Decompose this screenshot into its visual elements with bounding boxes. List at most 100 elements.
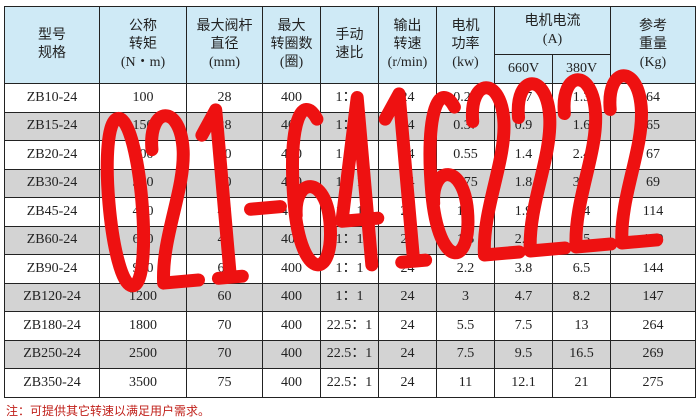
cell-current-380v: 21 bbox=[552, 368, 611, 398]
cell-torque: 3500 bbox=[99, 368, 187, 398]
cell-speed: 24 bbox=[378, 311, 437, 341]
footnote: 注：可提供其它转速以满足用户需求。 bbox=[6, 404, 211, 418]
cell-current-380v: 16.5 bbox=[552, 339, 611, 369]
cell-model: ZB10-24 bbox=[4, 83, 100, 113]
cell-torque: 100 bbox=[99, 83, 187, 113]
cell-speed: 24 bbox=[378, 282, 437, 312]
cell-turns: 400 bbox=[262, 225, 321, 255]
cell-stem-diameter: 40 bbox=[186, 140, 263, 170]
cell-weight: 120 bbox=[610, 225, 696, 255]
cell-weight: 147 bbox=[610, 282, 696, 312]
table-row: ZB250-24 2500 70 400 22.5：1 24 7.5 9.5 16.5 269 bbox=[4, 339, 696, 369]
cell-ratio: 1：1 bbox=[320, 197, 379, 227]
table-row: ZB90-24 900 60 400 1：1 24 2.2 3.8 6.5 144 bbox=[4, 254, 696, 284]
cell-model: ZB180-24 bbox=[4, 311, 100, 341]
cell-model: ZB90-24 bbox=[4, 254, 100, 284]
cell-ratio: 22.5：1 bbox=[320, 311, 379, 341]
cell-power: 0.55 bbox=[436, 140, 495, 170]
table-row: ZB45-24 450 48 400 1：1 24 1.1 1.9 3.4 114 bbox=[4, 197, 696, 227]
table-row: ZB10-24 100 28 400 1：1 24 0.25 0.7 1.3 64 bbox=[4, 83, 696, 113]
cell-stem-diameter: 48 bbox=[186, 225, 263, 255]
cell-speed: 24 bbox=[378, 83, 437, 113]
cell-torque: 1800 bbox=[99, 311, 187, 341]
cell-power: 2.2 bbox=[436, 254, 495, 284]
cell-current-380v: 4.5 bbox=[552, 225, 611, 255]
cell-ratio: 1：1 bbox=[320, 168, 379, 198]
header-speed: 输出 转速 (r/min) bbox=[378, 6, 437, 84]
cell-current-660v: 1.9 bbox=[494, 197, 553, 227]
table-row: ZB180-24 1800 70 400 22.5：1 24 5.5 7.5 13 264 bbox=[4, 311, 696, 341]
cell-torque: 450 bbox=[99, 197, 187, 227]
table-row: ZB15-24 150 28 400 1：1 24 0.37 0.9 1.6 65 bbox=[4, 111, 696, 141]
cell-turns: 400 bbox=[262, 83, 321, 113]
table-row: ZB120-24 1200 60 400 1：1 24 3 4.7 8.2 147 bbox=[4, 282, 696, 312]
table-row: ZB350-24 3500 75 400 22.5：1 24 11 12.1 21 275 bbox=[4, 368, 696, 398]
cell-current-380v: 3.4 bbox=[552, 197, 611, 227]
cell-stem-diameter: 28 bbox=[186, 111, 263, 141]
cell-weight: 64 bbox=[610, 83, 696, 113]
cell-stem-diameter: 48 bbox=[186, 197, 263, 227]
cell-torque: 2500 bbox=[99, 339, 187, 369]
cell-speed: 24 bbox=[378, 368, 437, 398]
cell-power: 3 bbox=[436, 282, 495, 312]
cell-model: ZB45-24 bbox=[4, 197, 100, 227]
cell-speed: 24 bbox=[378, 225, 437, 255]
header-current: 电机电流 (A) bbox=[494, 6, 611, 55]
cell-current-660v: 9.5 bbox=[494, 339, 553, 369]
cell-ratio: 1：1 bbox=[320, 83, 379, 113]
cell-stem-diameter: 75 bbox=[186, 368, 263, 398]
cell-ratio: 1：1 bbox=[320, 254, 379, 284]
table-row: ZB30-24 300 40 400 1：1 24 0.75 1.8 3.0 69 bbox=[4, 168, 696, 198]
spec-table: 型号 规格 公称 转矩 (N・m) 最大阀杆 直径 (mm) 最大 转圈数 (圈) 手动 速比 … bbox=[4, 6, 696, 398]
cell-current-660v: 3.8 bbox=[494, 254, 553, 284]
cell-ratio: 22.5：1 bbox=[320, 368, 379, 398]
cell-speed: 24 bbox=[378, 339, 437, 369]
cell-ratio: 1：1 bbox=[320, 225, 379, 255]
cell-current-660v: 0.9 bbox=[494, 111, 553, 141]
cell-model: ZB120-24 bbox=[4, 282, 100, 312]
cell-ratio: 1：1 bbox=[320, 111, 379, 141]
cell-current-380v: 6.5 bbox=[552, 254, 611, 284]
cell-current-660v: 1.4 bbox=[494, 140, 553, 170]
cell-ratio: 1：1 bbox=[320, 140, 379, 170]
cell-power: 0.37 bbox=[436, 111, 495, 141]
header-stem: 最大阀杆 直径 (mm) bbox=[186, 6, 263, 84]
cell-power: 5.5 bbox=[436, 311, 495, 341]
cell-current-660v: 7.5 bbox=[494, 311, 553, 341]
cell-turns: 400 bbox=[262, 282, 321, 312]
cell-weight: 144 bbox=[610, 254, 696, 284]
cell-power: 0.75 bbox=[436, 168, 495, 198]
cell-current-380v: 1.3 bbox=[552, 83, 611, 113]
cell-current-660v: 4.7 bbox=[494, 282, 553, 312]
cell-stem-diameter: 40 bbox=[186, 168, 263, 198]
header-weight: 参考 重量 (Kg) bbox=[610, 6, 696, 84]
cell-ratio: 22.5：1 bbox=[320, 339, 379, 369]
cell-power: 1.1 bbox=[436, 197, 495, 227]
cell-speed: 24 bbox=[378, 140, 437, 170]
cell-torque: 300 bbox=[99, 168, 187, 198]
cell-current-660v: 2.6 bbox=[494, 225, 553, 255]
cell-current-380v: 1.6 bbox=[552, 111, 611, 141]
cell-turns: 400 bbox=[262, 140, 321, 170]
cell-turns: 400 bbox=[262, 254, 321, 284]
cell-weight: 67 bbox=[610, 140, 696, 170]
cell-weight: 269 bbox=[610, 339, 696, 369]
cell-stem-diameter: 28 bbox=[186, 83, 263, 113]
cell-stem-diameter: 60 bbox=[186, 254, 263, 284]
cell-weight: 275 bbox=[610, 368, 696, 398]
cell-model: ZB60-24 bbox=[4, 225, 100, 255]
cell-model: ZB30-24 bbox=[4, 168, 100, 198]
table-row: ZB20-24 200 40 400 1：1 24 0.55 1.4 2.4 67 bbox=[4, 140, 696, 170]
cell-stem-diameter: 70 bbox=[186, 339, 263, 369]
cell-weight: 69 bbox=[610, 168, 696, 198]
cell-power: 11 bbox=[436, 368, 495, 398]
header-torque: 公称 转矩 (N・m) bbox=[99, 6, 187, 84]
cell-stem-diameter: 70 bbox=[186, 311, 263, 341]
cell-current-660v: 1.8 bbox=[494, 168, 553, 198]
cell-speed: 24 bbox=[378, 111, 437, 141]
cell-ratio: 1：1 bbox=[320, 282, 379, 312]
cell-turns: 400 bbox=[262, 311, 321, 341]
cell-stem-diameter: 60 bbox=[186, 282, 263, 312]
cell-power: 0.25 bbox=[436, 83, 495, 113]
header-ratio: 手动 速比 bbox=[320, 6, 379, 84]
